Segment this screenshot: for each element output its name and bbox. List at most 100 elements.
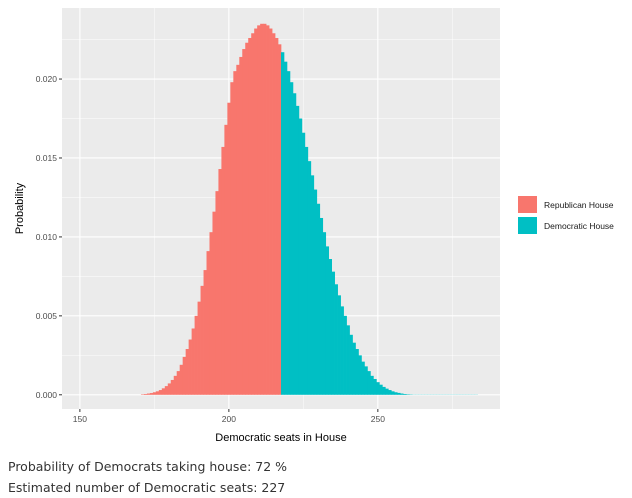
bar: [189, 340, 192, 395]
bar: [227, 103, 230, 395]
bar: [171, 380, 174, 395]
bar: [332, 272, 335, 395]
bar: [165, 386, 168, 395]
bar: [320, 218, 323, 395]
bar: [361, 362, 364, 395]
legend-item-republican: Republican House: [518, 195, 614, 214]
bar: [186, 349, 189, 395]
bar: [353, 343, 356, 395]
bar: [317, 204, 320, 395]
bar: [326, 246, 329, 394]
bar: [290, 82, 293, 395]
bar: [341, 306, 344, 394]
bar: [168, 383, 171, 394]
bar: [269, 29, 272, 395]
bar: [156, 391, 159, 394]
bar: [338, 295, 341, 394]
bar: [388, 390, 391, 395]
x-axis-label: Democratic seats in House: [215, 432, 346, 444]
bar: [150, 393, 153, 395]
bar: [382, 387, 385, 395]
bar: [230, 82, 233, 395]
bar: [367, 371, 370, 395]
bar: [379, 385, 382, 395]
bar: [293, 93, 296, 395]
bar: [201, 286, 204, 395]
democrats-probability-text: Probability of Democrats taking house: 7…: [8, 456, 287, 477]
bar: [400, 394, 403, 395]
legend-key-republican: [518, 196, 537, 213]
bar: [373, 379, 376, 395]
bar: [209, 232, 212, 395]
y-tick-label: 0.005: [36, 311, 58, 321]
legend-item-democratic: Democratic House: [518, 216, 614, 235]
bar: [159, 390, 162, 395]
bar: [287, 71, 290, 395]
bar: [385, 389, 388, 395]
legend-label-republican: Republican House: [544, 200, 613, 210]
bar: [198, 302, 201, 395]
bar: [212, 212, 215, 395]
bar: [266, 25, 269, 394]
bar: [236, 65, 239, 395]
bar: [174, 376, 177, 395]
bar: [278, 44, 281, 394]
bar: [397, 393, 400, 395]
bar: [323, 232, 326, 395]
bar: [311, 175, 314, 394]
legend-label-democratic: Democratic House: [544, 221, 614, 231]
legend-key-democratic: [518, 217, 537, 234]
bar: [147, 394, 150, 395]
y-tick-label: 0.015: [36, 153, 58, 163]
bar: [224, 125, 227, 395]
summary-text: Probability of Democrats taking house: 7…: [8, 456, 287, 498]
bar: [215, 191, 218, 395]
x-tick-label: 200: [222, 414, 236, 424]
bar: [263, 24, 266, 395]
bar: [183, 357, 186, 395]
y-tick-label: 0.000: [36, 390, 58, 400]
bar: [299, 119, 302, 395]
bar: [394, 392, 397, 395]
bar: [344, 316, 347, 395]
bar: [207, 251, 210, 395]
bar: [350, 335, 353, 395]
bar: [195, 316, 198, 395]
bar: [254, 29, 257, 395]
y-axis-label: Probability: [14, 182, 26, 234]
bar: [257, 25, 260, 394]
bar: [272, 33, 275, 395]
bar: [218, 169, 221, 395]
bar: [242, 49, 245, 395]
y-tick-label: 0.020: [36, 74, 58, 84]
bar: [144, 394, 147, 395]
bar: [370, 376, 373, 395]
bar: [153, 392, 156, 395]
bar: [192, 328, 195, 394]
bar: [302, 133, 305, 395]
bar: [245, 43, 248, 395]
bar: [296, 106, 299, 395]
bar: [162, 388, 165, 394]
bar: [275, 38, 278, 395]
bar: [180, 365, 183, 395]
bar: [221, 147, 224, 395]
bar: [308, 161, 311, 395]
bar: [376, 382, 379, 395]
bar: [239, 57, 242, 395]
bar: [204, 270, 207, 395]
x-tick-label: 150: [73, 414, 87, 424]
bar: [355, 349, 358, 395]
bar: [364, 366, 367, 394]
bar: [358, 355, 361, 394]
bar: [248, 38, 251, 395]
bar: [177, 371, 180, 395]
bar: [260, 24, 263, 395]
x-tick-label: 250: [371, 414, 385, 424]
bar: [233, 71, 236, 395]
bar: [335, 284, 338, 395]
bar: [403, 394, 406, 395]
bar: [314, 190, 317, 395]
legend: Republican House Democratic House: [518, 195, 614, 237]
